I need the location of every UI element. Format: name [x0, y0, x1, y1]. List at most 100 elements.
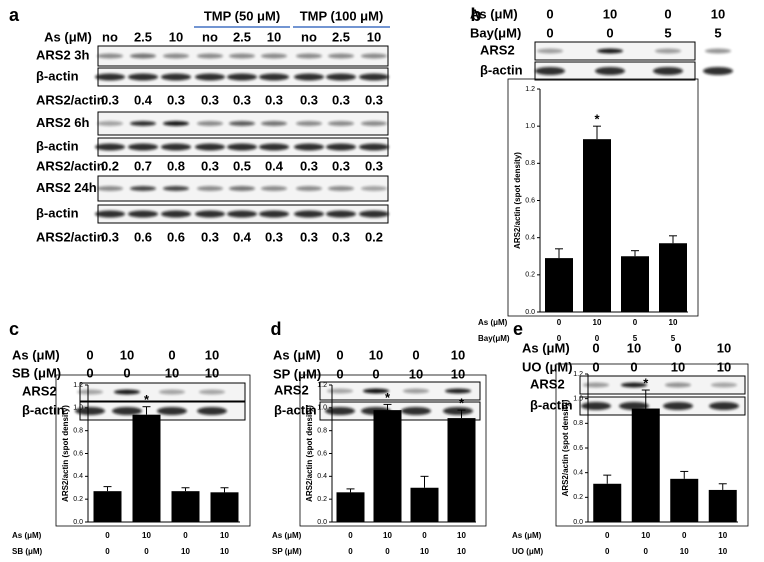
bar: [659, 243, 687, 312]
x-row-label: As (μM): [272, 531, 302, 540]
x-row-value: 0: [105, 531, 110, 540]
header-label: SB (μM): [12, 365, 61, 380]
header-value: 10: [711, 6, 725, 21]
y-tick-label: 1.0: [525, 123, 535, 130]
header-label: As (μM): [470, 6, 518, 21]
significance-label: *: [643, 375, 649, 390]
actin-band: [161, 143, 191, 151]
y-tick-label: 0.0: [525, 309, 535, 316]
ratio-value: 0.3: [101, 229, 119, 244]
x-row-value: 5: [633, 334, 638, 343]
x-row-value: 10: [420, 547, 429, 556]
header-value: 0: [336, 366, 343, 381]
band: [130, 53, 156, 59]
header-value: 10: [671, 359, 685, 374]
panel-label: a: [9, 5, 20, 25]
ratio-value: 0.3: [300, 229, 318, 244]
actin-band: [703, 67, 733, 75]
bar: [631, 408, 660, 522]
header-value: 0: [546, 6, 553, 21]
actin-band: [95, 143, 125, 151]
ratio-value: 0.3: [201, 229, 219, 244]
x-row-label: UO (μM): [512, 547, 543, 556]
band: [163, 186, 189, 191]
band: [197, 186, 223, 191]
x-row-value: 10: [641, 531, 650, 540]
bar: [708, 489, 737, 522]
y-tick-label: 0.8: [573, 420, 583, 427]
panel-label: c: [9, 319, 19, 339]
ratio-value: 0.2: [365, 229, 383, 244]
ratio-value: 0.6: [167, 229, 185, 244]
ratio-value: 0.3: [265, 92, 283, 107]
actin-band: [128, 73, 158, 81]
panel-label: e: [513, 319, 523, 339]
x-row-value: 10: [593, 318, 602, 327]
x-row-value: 0: [105, 547, 110, 556]
band: [97, 121, 123, 126]
actin-band: [75, 407, 105, 415]
y-tick-label: 1.2: [525, 86, 535, 93]
y-axis-label: ARS2/actin (spot density): [305, 405, 314, 502]
header-value: 10: [165, 365, 179, 380]
band: [363, 388, 389, 394]
header-value: 0: [168, 347, 175, 362]
lane-label: 2.5: [134, 29, 152, 44]
chart-frame: [555, 363, 749, 527]
y-tick-label: 0.4: [73, 473, 83, 480]
header-value: 10: [717, 359, 731, 374]
y-tick-label: 0.6: [573, 445, 583, 452]
band: [130, 186, 156, 191]
x-row-value: 0: [144, 547, 149, 556]
header-value: 0: [86, 365, 93, 380]
actin-label: β-actin: [22, 402, 65, 417]
blot-label: ARS2 24h: [36, 180, 97, 195]
header-value: 0: [123, 365, 130, 380]
actin-band: [595, 67, 625, 75]
ratio-value: 0.4: [265, 158, 284, 173]
ratio-value: 0.3: [101, 92, 119, 107]
ratio-value: 0.4: [134, 92, 153, 107]
y-tick-label: 0.8: [525, 160, 535, 167]
blot-label: ARS2: [22, 383, 57, 398]
actin-band: [195, 143, 225, 151]
actin-label: β-actin: [480, 62, 523, 77]
bar: [93, 491, 122, 522]
band: [197, 121, 223, 126]
header-label: SP (μM): [273, 366, 321, 381]
band: [361, 53, 387, 59]
chart-frame: [55, 374, 251, 527]
actin-label: β-actin: [36, 68, 79, 83]
band: [197, 53, 223, 59]
band: [537, 48, 563, 54]
band: [261, 121, 287, 126]
x-row-value: 0: [644, 547, 649, 556]
blot-label: ARS2: [480, 42, 515, 57]
actin-band: [227, 143, 257, 151]
ratio-value: 0.3: [332, 229, 350, 244]
y-axis-label: ARS2/actin (spot density): [561, 399, 570, 496]
panel-label: b: [471, 5, 482, 25]
lane-label: 10: [169, 29, 183, 44]
x-row-value: 10: [220, 531, 229, 540]
actin-band: [294, 73, 324, 81]
actin-band: [326, 73, 356, 81]
header-value: 10: [369, 347, 383, 362]
blot-label: ARS2 3h: [36, 47, 90, 62]
band: [199, 389, 225, 395]
band: [328, 53, 354, 59]
panel-label: d: [271, 319, 282, 339]
ratio-label: ARS2/actin: [36, 229, 105, 244]
band: [328, 186, 354, 191]
bar: [410, 487, 439, 522]
band: [97, 53, 123, 59]
y-tick-label: 0.2: [73, 496, 83, 503]
actin-band: [128, 210, 158, 218]
bar: [545, 258, 573, 312]
header-value: 0: [86, 347, 93, 362]
blot-frame: [579, 396, 746, 416]
x-row-label: Bay(μM): [478, 334, 510, 343]
band: [261, 53, 287, 59]
lane-label: no: [301, 29, 317, 44]
header-value: 0: [336, 347, 343, 362]
